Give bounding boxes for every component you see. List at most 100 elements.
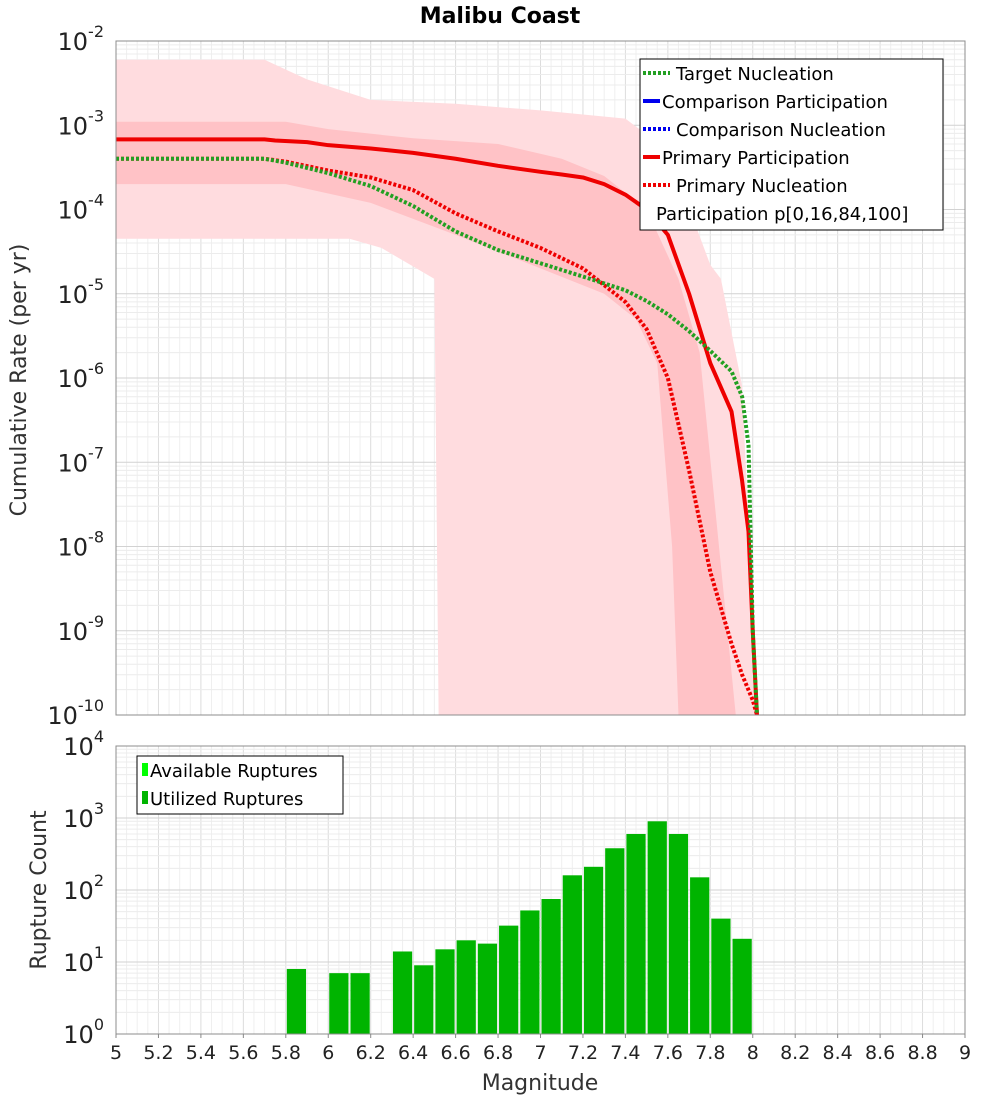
x-tick-label: 8 [747, 1042, 759, 1064]
top-y-tick-base: 10 [47, 702, 78, 730]
x-tick-label: 9 [959, 1042, 971, 1064]
bar-rupture-count [605, 848, 625, 1034]
bottom-y-tick-exponent: 0 [94, 1015, 104, 1034]
top-y-tick-label: 10-10 [47, 696, 104, 730]
legend-swatch-available-ruptures [142, 763, 148, 776]
bottom-y-tick-base: 10 [63, 877, 94, 905]
top-y-tick-exponent: -3 [88, 106, 104, 125]
series-target-nucleation [116, 156, 759, 715]
top-plot-border [115, 40, 966, 716]
bottom-y-tick-label: 102 [63, 871, 104, 905]
x-tick-label: 6.6 [440, 1042, 470, 1064]
x-tick-label: 5 [110, 1042, 122, 1064]
bar-rupture-count [562, 875, 582, 1034]
x-tick-label: 7.4 [610, 1042, 640, 1064]
x-tick-label: 5.8 [271, 1042, 301, 1064]
bar-rupture-count [286, 968, 307, 1034]
bar-rupture-count [414, 965, 434, 1034]
x-tick-label: 6.4 [398, 1042, 428, 1064]
x-tick-label: 7.2 [568, 1042, 598, 1064]
bottom-x-ticks: 5 5.2 5.4 5.6 5.8 6 6.2 6.4 6.6 6.8 7 7.2 7.4 7.6 7.8 8… [110, 1034, 971, 1064]
top-y-tick-base: 10 [58, 112, 89, 140]
bottom-legend-box [136, 755, 344, 815]
x-tick-label: 8.2 [780, 1042, 810, 1064]
x-tick-label: 8.6 [865, 1042, 895, 1064]
top-y-tick-label: 10-5 [58, 275, 105, 309]
top-y-tick-label: 10-3 [58, 106, 105, 140]
top-y-tick-exponent: -5 [88, 275, 104, 294]
top-y-tick-base: 10 [58, 365, 89, 393]
top-y-tick-exponent: -8 [88, 528, 104, 547]
top-y-tick-label: 10-2 [58, 22, 105, 56]
legend-label-target-nucleation: Target Nucleation [675, 64, 834, 85]
top-legend: Target Nucleation Comparison Participati… [639, 58, 944, 231]
bar-rupture-count [392, 951, 413, 1034]
x-axis-label: Magnitude [482, 1071, 599, 1096]
top-lines [116, 137, 759, 715]
bottom-y-axis-label: Rupture Count [27, 810, 52, 970]
bar-rupture-count [541, 898, 561, 1034]
bottom-y-tick-label: 101 [63, 943, 104, 977]
legend-label-comparison-participation: Comparison Participation [662, 92, 888, 113]
bar-rupture-count [477, 943, 498, 1034]
x-tick-label: 8.8 [907, 1042, 937, 1064]
bar-rupture-count [350, 973, 370, 1034]
top-y-tick-base: 10 [58, 197, 89, 225]
bottom-y-tick-label: 100 [63, 1015, 104, 1049]
legend-label-participation-percentiles: Participation p[0,16,84,100] [656, 204, 908, 225]
top-y-tick-base: 10 [58, 534, 89, 562]
bar-rupture-count [520, 910, 540, 1034]
bottom-bars [286, 821, 752, 1034]
bottom-y-tick-label: 103 [63, 799, 104, 833]
legend-label-primary-participation: Primary Participation [662, 148, 850, 169]
x-tick-label: 7 [534, 1042, 546, 1064]
bottom-y-tick-label: 104 [63, 727, 104, 761]
top-y-tick-base: 10 [58, 28, 89, 56]
top-panel: 10-210-310-410-510-610-710-810-910-10 Cu… [7, 22, 966, 730]
top-y-tick-exponent: -2 [88, 22, 104, 41]
x-tick-label: 5.6 [228, 1042, 258, 1064]
x-tick-label: 7.8 [695, 1042, 725, 1064]
bottom-y-tick-base: 10 [63, 949, 94, 977]
top-y-tick-label: 10-6 [58, 359, 105, 393]
top-y-tick-exponent: -6 [88, 359, 104, 378]
x-tick-label: 8.4 [823, 1042, 853, 1064]
bottom-y-tick-exponent: 1 [94, 943, 104, 962]
top-y-tick-label: 10-4 [58, 191, 105, 225]
bar-rupture-count [668, 833, 689, 1034]
top-y-tick-exponent: -9 [88, 612, 104, 631]
top-y-tick-label: 10-9 [58, 612, 105, 646]
bottom-y-tick-base: 10 [63, 1021, 94, 1049]
top-y-tick-base: 10 [58, 618, 89, 646]
top-y-tick-label: 10-8 [58, 528, 105, 562]
top-y-tick-label: 10-7 [58, 443, 105, 477]
bottom-y-tick-exponent: 4 [94, 727, 104, 746]
top-y-tick-exponent: -7 [88, 443, 104, 462]
top-y-axis-label: Cumulative Rate (per yr) [7, 244, 32, 517]
series-primary-participation [116, 137, 759, 715]
bottom-y-tick-exponent: 2 [94, 871, 104, 890]
top-y-tick-base: 10 [58, 449, 89, 477]
legend-label-comparison-nucleation: Comparison Nucleation [676, 120, 886, 141]
x-tick-label: 5.2 [143, 1042, 173, 1064]
bar-rupture-count [329, 973, 349, 1034]
top-y-tick-exponent: -10 [78, 696, 104, 715]
x-tick-label: 7.6 [653, 1042, 683, 1064]
bottom-y-tick-exponent: 3 [94, 799, 104, 818]
bar-rupture-count [711, 918, 731, 1034]
chart-title: Malibu Coast [420, 4, 581, 29]
top-legend-box [639, 58, 944, 231]
bar-rupture-count [626, 833, 646, 1034]
legend-swatch-utilized-ruptures [142, 791, 148, 804]
x-tick-label: 5.4 [186, 1042, 216, 1064]
x-tick-label: 6 [322, 1042, 334, 1064]
bottom-y-tick-base: 10 [63, 733, 94, 761]
x-tick-label: 6.2 [356, 1042, 386, 1064]
top-bands [116, 59, 757, 715]
bar-rupture-count [583, 866, 604, 1034]
top-y-tick-exponent: -4 [88, 191, 104, 210]
